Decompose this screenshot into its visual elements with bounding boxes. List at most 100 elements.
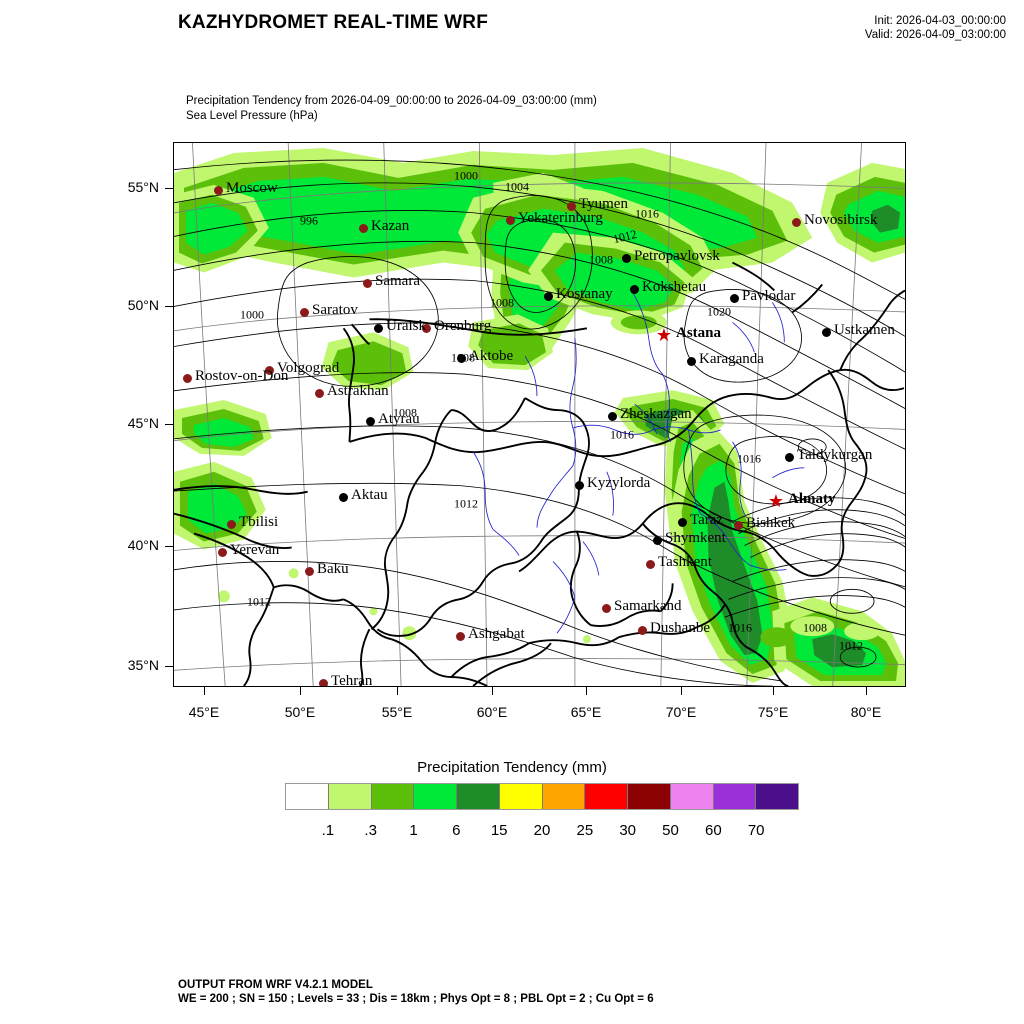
isobar-label: 1000 [454,168,478,183]
isobar-label: 1008 [490,295,514,310]
city-dot-icon [213,185,223,195]
lat-tick [165,546,174,547]
city-label: Aktau [351,487,388,503]
colorbar-swatch [756,784,798,809]
colorbar-title: Precipitation Tendency (mm) [417,759,607,776]
lon-tick-label: 60°E [476,704,508,720]
city-dot-icon [574,480,584,490]
city-label: Kokshetau [642,279,707,295]
country-borders [174,261,905,686]
colorbar-tick-label: 1 [409,822,418,839]
lat-tick [165,424,174,425]
valid-time: Valid: 2026-04-09_03:00:00 [864,29,1006,41]
city-dot-icon [677,517,687,527]
city-label: Aktobe [469,348,514,364]
forecast-map[interactable]: 1000 1004 996 1016 1012 1008 1000 1008 1… [173,142,906,687]
init-time: Init: 2026-04-03_00:00:00 [874,15,1006,27]
lon-tick [397,687,398,695]
colorbar-swatch [457,784,500,809]
lat-tick-label: 40°N [127,537,159,553]
city-label: Ustkamen [834,322,895,338]
isobar-label: 1012 [247,594,271,609]
city-dot-icon [318,678,328,686]
city-label: Pavlodar [742,288,796,304]
city-label: Atyrau [378,411,420,427]
city-dot-icon [505,215,515,225]
city-label: Kostanay [556,286,613,302]
city-label: Kyzylorda [587,475,651,491]
isobar-contours [174,159,905,686]
city-label: Yerevan [230,542,280,558]
model-footer: OUTPUT FROM WRF V4.2.1 MODEL WE = 200 ; … [178,978,654,1006]
lat-tick-label: 50°N [127,297,159,313]
city-dot-icon [264,365,274,375]
city-dot-icon [652,535,662,545]
isobar-label: 1016 [610,427,634,442]
isobar-label: 1016 [728,620,752,635]
isobar-label: 1008 [589,252,613,267]
city-dot-icon [362,278,372,288]
lat-tick [165,306,174,307]
city-label: Novosibirsk [804,212,878,228]
colorbar[interactable] [285,783,799,810]
map-canvas [174,143,905,686]
colorbar-tick-label: 20 [533,822,551,839]
city-dot-icon [733,520,743,530]
lon-tick-label: 65°E [570,704,602,720]
isobar-label: 1012 [839,638,863,653]
run-info: Init: 2026-04-03_00:00:00 Valid: 2026-04… [865,14,1006,42]
precip-description: Precipitation Tendency from 2026-04-09_0… [186,95,597,107]
footer-line-1: OUTPUT FROM WRF V4.2.1 MODEL [178,979,373,991]
lat-tick-label: 35°N [127,657,159,673]
colorbar-tick-label: 6 [452,822,461,839]
city-dot-icon [304,566,314,576]
colorbar-tick-label: 50 [662,822,679,839]
city-label: Tyumen [579,196,628,212]
isobar-label: 1020 [707,304,731,319]
colorbar-tick-labels: .1 .3 1 6 15 20 25 30 50 60 70 [285,822,799,842]
slp-description: Sea Level Pressure (hPa) [186,109,318,122]
lon-tick [492,687,493,695]
colorbar-tick-label: 15 [490,822,508,839]
colorbar-tick-label: 60 [704,822,722,839]
city-label: Zheskazgan [620,406,692,422]
city-dot-icon [365,416,375,426]
city-label: Karaganda [699,351,764,367]
colorbar-swatch [670,784,714,809]
city-dot-icon [226,519,236,529]
city-label: Shymkent [665,530,726,546]
capital-star-icon: ★ [655,325,673,345]
colorbar-swatch [499,784,543,809]
colorbar-tick-label: 70 [747,822,765,839]
city-dot-icon [645,559,655,569]
isobar-label: 996 [300,213,318,228]
city-label: Taraz [690,512,724,528]
city-label: Tehran [331,673,373,687]
lon-tick [773,687,774,695]
city-dot-icon [621,253,631,263]
lat-tick-label: 55°N [127,179,159,195]
lon-tick [204,687,205,695]
footer-line-2: WE = 200 ; SN = 150 ; Levels = 33 ; Dis … [178,993,654,1005]
city-label: Almaty [788,491,836,507]
city-label: Astana [676,325,722,341]
page-title: KAZHYDROMET REAL-TIME WRF [178,12,489,33]
isobar-label: 1016 [737,451,761,466]
lon-tick [586,687,587,695]
city-label: Tashkent [658,554,712,570]
city-label: Orenburg [434,318,492,334]
city-label: Saratov [312,302,358,318]
city-label: Baku [317,561,349,577]
lon-tick-label: 55°E [381,704,413,720]
city-dot-icon [182,373,192,383]
colorbar-swatch [371,784,415,809]
city-dot-icon [566,201,576,211]
city-label: Bishkek [746,515,796,531]
city-dot-icon [686,356,696,366]
city-label: Ashgabat [468,626,525,642]
colorbar-swatch [713,784,757,809]
colorbar-tick-label: .1 [321,822,335,839]
isobar-label: 1000 [240,307,264,322]
lon-tick-label: 45°E [188,704,220,720]
city-dot-icon [314,388,324,398]
